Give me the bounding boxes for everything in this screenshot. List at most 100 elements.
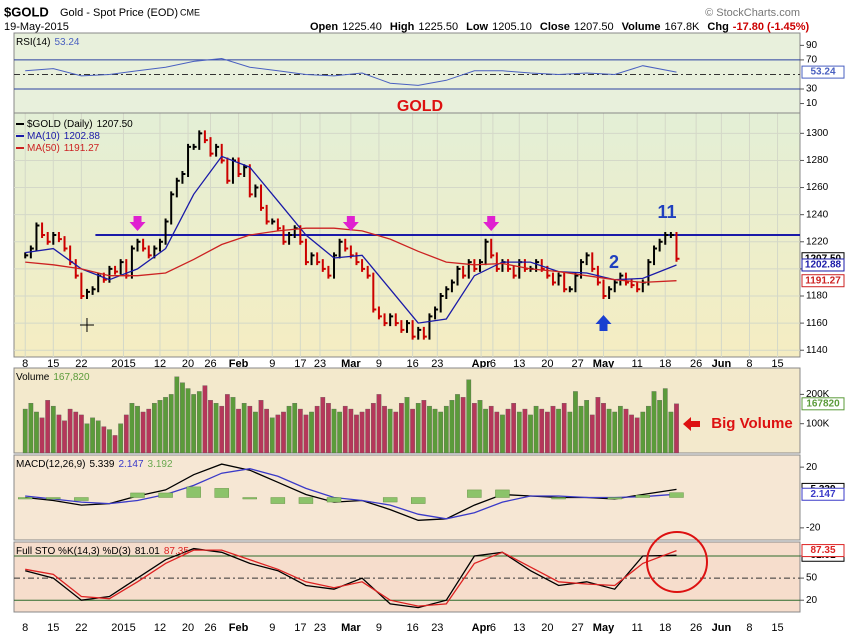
price-bar: [653, 245, 658, 266]
stat-label: Open: [310, 21, 338, 33]
x-tick-label: 20: [182, 622, 194, 634]
price-bar: [495, 252, 500, 272]
value-box: [801, 65, 845, 79]
histogram-bar: [669, 492, 684, 498]
price-bar: [57, 232, 62, 243]
volume-bar: [573, 391, 578, 454]
price-bar: [209, 137, 214, 157]
x-tick-label: 26: [204, 358, 216, 370]
x-tick-label: 13: [513, 622, 525, 634]
volume-bar: [292, 403, 298, 454]
stat-label: Chg: [707, 21, 728, 33]
volume-bar: [561, 403, 567, 454]
volume-bar: [135, 405, 140, 454]
x-tick-label: 18: [659, 622, 671, 634]
volume-bar: [550, 405, 556, 454]
price-bar: [158, 238, 163, 252]
legend-entry: MA(10) 1202.88: [27, 131, 100, 142]
volume-bar: [640, 411, 646, 454]
volume-bar: [545, 411, 550, 454]
price-bar: [265, 204, 270, 225]
value-box: [801, 544, 845, 558]
volume-bar: [73, 411, 79, 454]
annotation: GOLD: [397, 98, 443, 115]
price-bar: [344, 238, 349, 252]
price-bar: [377, 306, 382, 320]
panel: [13, 541, 801, 613]
volume-bar: [314, 405, 320, 454]
x-tick-label: Jun: [712, 358, 732, 370]
volume-bar: [578, 405, 584, 454]
legend-value: 1191.27: [64, 143, 100, 154]
legend-value: 167,820: [53, 372, 90, 383]
volume-bar: [505, 408, 511, 454]
price-bar: [91, 286, 96, 295]
price-bar: [445, 286, 450, 299]
value-box-label: 2.147: [810, 489, 835, 500]
price-bar: [478, 259, 483, 272]
volume-bar: [500, 414, 505, 454]
price-bar: [192, 143, 197, 150]
x-tick-label: 20: [182, 358, 194, 370]
volume-bar: [522, 408, 528, 454]
copyright: © StockCharts.com: [705, 7, 800, 19]
volume-bar: [404, 397, 410, 454]
x-tick-label: 11: [631, 358, 642, 370]
volume-bar: [584, 400, 590, 454]
x-tick-label: 23: [431, 358, 443, 370]
price-bar: [411, 320, 416, 340]
x-tick-label: Jun: [712, 622, 732, 634]
x-tick-label: Feb: [229, 622, 249, 634]
price-bar: [260, 184, 265, 211]
volume-bar: [236, 408, 241, 454]
price-bar: [406, 320, 410, 333]
volume-bar: [84, 423, 90, 454]
price-bar: [119, 259, 124, 275]
legend-name: $GOLD (Daily): [27, 119, 93, 130]
price-bar: [181, 171, 186, 184]
series-line: [25, 227, 677, 284]
volume-bar: [258, 400, 264, 454]
legend-entry: MA(50) 1191.27: [27, 143, 100, 154]
x-tick-label: 8: [22, 622, 28, 634]
x-tick-label: 20: [541, 622, 553, 634]
x-tick-label: May: [593, 358, 615, 370]
legend-value: 87.35: [164, 546, 189, 557]
price-bar: [512, 265, 517, 279]
price-bar: [85, 288, 90, 299]
histogram-bar: [551, 497, 566, 500]
volume-bar: [45, 400, 51, 454]
x-tick-label: 15: [771, 622, 783, 634]
volume-bar: [152, 403, 157, 454]
legend-value: 5.339: [89, 459, 114, 470]
histogram-bar: [635, 495, 650, 498]
value-box: [801, 274, 845, 288]
series-line: [25, 549, 677, 607]
annotation: Big Volume: [711, 415, 792, 432]
x-tick-label: 26: [690, 358, 702, 370]
volume-bar: [107, 429, 112, 454]
volume-bar: [309, 411, 314, 454]
x-tick-label: 12: [154, 358, 166, 370]
y-tick-label: 90: [806, 40, 818, 51]
volume-bar: [286, 405, 292, 454]
volume-bar: [247, 405, 253, 454]
volume-bar: [634, 417, 640, 454]
volume-bar: [382, 405, 387, 454]
price-bar: [327, 265, 332, 279]
volume-bar: [326, 403, 331, 454]
x-tick-label: Apr: [472, 358, 492, 370]
price-bar: [450, 279, 455, 293]
panel-title: RSI(14) 53.24: [16, 37, 80, 48]
series-line: [25, 57, 677, 86]
y-tick-label: 1140: [806, 345, 828, 356]
volume-bar: [629, 414, 634, 454]
price-bar: [147, 245, 152, 259]
volume-bar: [337, 411, 342, 454]
stat-label: Close: [540, 21, 570, 33]
volume-bar: [427, 405, 432, 454]
y-tick-label: 20: [806, 462, 818, 473]
price-bar: [271, 218, 276, 225]
y-tick-label: 1180: [806, 291, 828, 302]
annotation: 11: [657, 202, 676, 222]
